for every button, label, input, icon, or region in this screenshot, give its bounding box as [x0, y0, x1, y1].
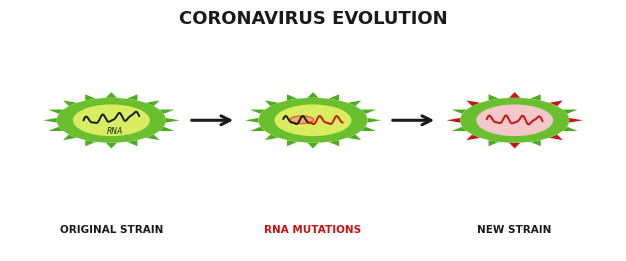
Polygon shape [488, 94, 499, 100]
Polygon shape [166, 118, 180, 123]
Polygon shape [466, 135, 480, 140]
Polygon shape [347, 100, 361, 106]
Polygon shape [530, 140, 541, 146]
Polygon shape [43, 118, 57, 123]
Polygon shape [361, 127, 376, 131]
Polygon shape [127, 140, 138, 146]
Polygon shape [106, 143, 117, 149]
Polygon shape [63, 100, 77, 106]
Polygon shape [549, 100, 563, 106]
Text: RNA: RNA [106, 127, 123, 136]
Ellipse shape [57, 98, 166, 143]
Polygon shape [245, 118, 259, 123]
Polygon shape [451, 110, 466, 114]
Ellipse shape [460, 98, 569, 143]
Polygon shape [160, 127, 175, 131]
Polygon shape [307, 143, 319, 149]
Polygon shape [549, 135, 563, 140]
Polygon shape [146, 135, 160, 140]
Polygon shape [563, 127, 578, 131]
Ellipse shape [73, 104, 150, 136]
Polygon shape [127, 94, 138, 100]
Polygon shape [569, 118, 583, 123]
Polygon shape [509, 92, 520, 98]
Polygon shape [347, 135, 361, 140]
Ellipse shape [275, 104, 351, 136]
Polygon shape [146, 100, 160, 106]
Polygon shape [307, 92, 319, 98]
Polygon shape [250, 127, 265, 131]
Polygon shape [509, 143, 520, 149]
Text: RNA MUTATIONS: RNA MUTATIONS [264, 225, 362, 235]
Polygon shape [265, 100, 279, 106]
Polygon shape [85, 140, 96, 146]
Polygon shape [488, 140, 499, 146]
Polygon shape [329, 94, 339, 100]
Polygon shape [287, 94, 297, 100]
Ellipse shape [259, 98, 367, 143]
Ellipse shape [476, 104, 553, 136]
Polygon shape [265, 135, 279, 140]
Polygon shape [530, 94, 541, 100]
Text: CORONAVIRUS EVOLUTION: CORONAVIRUS EVOLUTION [178, 10, 448, 28]
Polygon shape [63, 135, 77, 140]
Polygon shape [466, 100, 480, 106]
Text: NEW STRAIN: NEW STRAIN [478, 225, 552, 235]
Polygon shape [367, 118, 381, 123]
Text: ORIGINAL STRAIN: ORIGINAL STRAIN [59, 225, 163, 235]
Polygon shape [329, 140, 339, 146]
Polygon shape [451, 127, 466, 131]
Polygon shape [106, 92, 117, 98]
Polygon shape [85, 94, 96, 100]
Polygon shape [446, 118, 460, 123]
Ellipse shape [290, 116, 314, 124]
Polygon shape [160, 110, 175, 114]
Polygon shape [361, 110, 376, 114]
Polygon shape [563, 110, 578, 114]
Polygon shape [48, 110, 63, 114]
Polygon shape [250, 110, 265, 114]
Polygon shape [287, 140, 297, 146]
Polygon shape [48, 127, 63, 131]
